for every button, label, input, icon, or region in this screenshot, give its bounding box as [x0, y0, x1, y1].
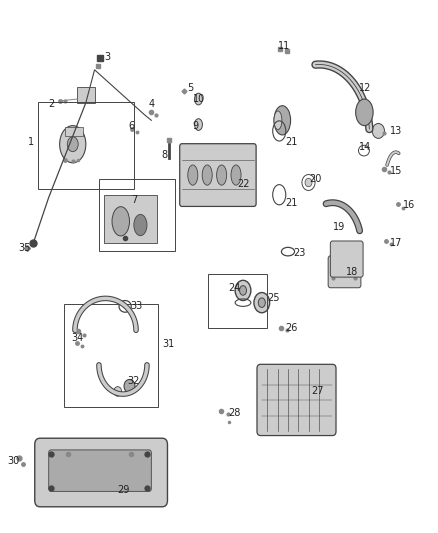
Bar	[77, 87, 95, 103]
Bar	[38, 102, 134, 189]
Text: 32: 32	[127, 376, 140, 386]
Text: 20: 20	[309, 174, 321, 184]
Ellipse shape	[60, 126, 86, 163]
Ellipse shape	[217, 165, 226, 185]
Text: 5: 5	[187, 83, 194, 93]
Ellipse shape	[274, 111, 282, 130]
Text: 7: 7	[131, 195, 137, 205]
Text: 15: 15	[390, 166, 402, 176]
Text: 35: 35	[18, 243, 31, 253]
Text: 3: 3	[105, 52, 111, 61]
Text: 16: 16	[403, 200, 415, 211]
FancyBboxPatch shape	[35, 438, 167, 507]
Ellipse shape	[240, 286, 247, 295]
Text: 8: 8	[161, 150, 167, 160]
Text: 17: 17	[390, 238, 402, 247]
Ellipse shape	[112, 207, 130, 236]
Text: 1: 1	[28, 136, 34, 147]
Ellipse shape	[194, 93, 202, 105]
Text: 23: 23	[293, 248, 306, 258]
FancyBboxPatch shape	[257, 365, 336, 435]
Ellipse shape	[231, 165, 241, 185]
FancyBboxPatch shape	[328, 256, 361, 288]
Text: 28: 28	[228, 408, 240, 418]
Text: 6: 6	[129, 120, 135, 131]
Ellipse shape	[188, 165, 198, 185]
Ellipse shape	[114, 386, 122, 396]
Ellipse shape	[258, 298, 265, 308]
Ellipse shape	[202, 165, 212, 185]
Text: 34: 34	[71, 333, 83, 343]
Text: 21: 21	[285, 136, 297, 147]
FancyBboxPatch shape	[330, 241, 363, 277]
Ellipse shape	[235, 280, 251, 301]
Text: 11: 11	[279, 41, 291, 51]
Text: 29: 29	[117, 485, 129, 495]
Ellipse shape	[372, 124, 385, 139]
Bar	[99, 179, 175, 251]
Text: 27: 27	[311, 386, 324, 397]
Text: 12: 12	[359, 83, 371, 93]
Ellipse shape	[67, 137, 78, 152]
Text: 33: 33	[130, 301, 142, 311]
Text: 18: 18	[346, 267, 358, 277]
Bar	[208, 274, 267, 328]
Text: 31: 31	[162, 338, 175, 349]
Text: 22: 22	[237, 179, 249, 189]
FancyBboxPatch shape	[49, 450, 151, 491]
Bar	[64, 304, 158, 407]
Text: 24: 24	[228, 283, 240, 293]
Text: 19: 19	[333, 222, 345, 232]
Text: 13: 13	[390, 126, 402, 136]
Bar	[104, 195, 156, 243]
Text: 14: 14	[359, 142, 371, 152]
Ellipse shape	[194, 119, 202, 131]
Text: 30: 30	[8, 456, 20, 465]
Ellipse shape	[254, 293, 270, 313]
FancyBboxPatch shape	[180, 144, 256, 206]
Ellipse shape	[274, 106, 290, 135]
Ellipse shape	[124, 379, 135, 393]
Text: 21: 21	[285, 198, 297, 208]
Ellipse shape	[305, 178, 312, 187]
Text: 26: 26	[285, 322, 297, 333]
Ellipse shape	[134, 214, 147, 236]
Text: 25: 25	[267, 293, 280, 303]
Ellipse shape	[356, 99, 373, 126]
Bar	[65, 127, 83, 136]
Text: 2: 2	[48, 99, 54, 109]
Text: 9: 9	[192, 120, 198, 131]
Text: 4: 4	[148, 99, 154, 109]
Text: 10: 10	[193, 94, 205, 104]
